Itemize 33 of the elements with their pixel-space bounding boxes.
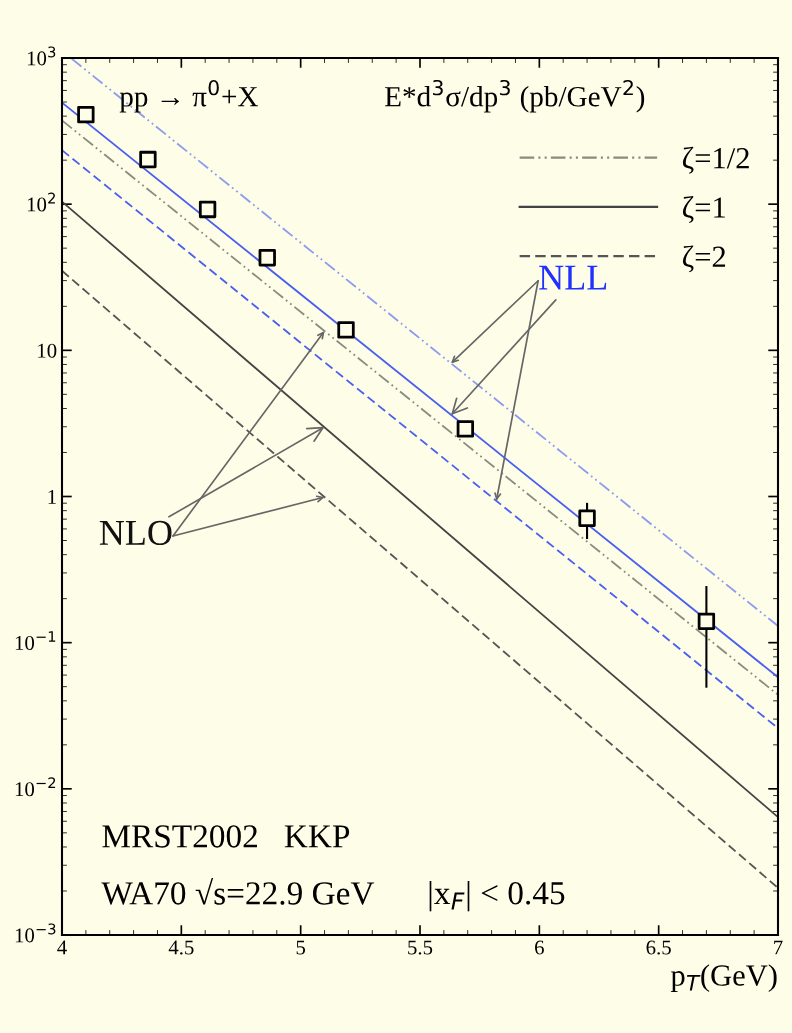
point bbox=[697, 612, 716, 630]
point bbox=[198, 200, 217, 219]
annotation: |x$_{F}$| < 0.45 bbox=[429, 880, 565, 912]
point bbox=[456, 420, 475, 438]
text: pp → π$^{0}$+X bbox=[119, 79, 258, 113]
annotation: NLL bbox=[539, 265, 607, 290]
y-tick-label: 10$^{−1}$ bbox=[15, 631, 56, 650]
y-tick-label: 10$^{2}$ bbox=[27, 192, 55, 212]
x-tick-label: 6.5 bbox=[646, 940, 671, 955]
legend-label: ζ=1/2 bbox=[682, 146, 749, 174]
point bbox=[139, 150, 157, 169]
x-tick-label: 5 bbox=[296, 940, 306, 955]
annotation: MRST2002 KKP bbox=[102, 825, 350, 848]
y-tick-label: 10$^{−2}$ bbox=[15, 777, 56, 797]
point bbox=[258, 249, 276, 267]
x-tick-label: 5.5 bbox=[408, 940, 433, 955]
annotation: WA70 √s=22.9 GeV bbox=[101, 877, 375, 905]
x-tick-label: 7 bbox=[774, 940, 783, 955]
text: E*d$^{3}$σ/dp$^{3}$ (pb/GeV$^{2}$) bbox=[385, 79, 645, 113]
x-tick-label: 4.5 bbox=[168, 940, 194, 955]
annotation: NLO bbox=[99, 520, 172, 545]
y-tick-label: 10 bbox=[38, 343, 57, 358]
point bbox=[578, 509, 596, 527]
legend-label: ζ=1 bbox=[682, 196, 725, 223]
x-tick-label: 4 bbox=[57, 940, 67, 955]
y-tick-label: 10$^{−3}$ bbox=[15, 923, 56, 943]
point bbox=[77, 105, 95, 124]
y-tick-label: 10$^{3}$ bbox=[27, 46, 56, 66]
x-tick-label: 6 bbox=[535, 940, 544, 955]
x-axis-title: p$_{T}$(GeV) bbox=[670, 964, 777, 993]
y-tick-label: 1 bbox=[48, 489, 56, 504]
legend-label: ζ=2 bbox=[682, 245, 726, 273]
point bbox=[337, 321, 355, 339]
